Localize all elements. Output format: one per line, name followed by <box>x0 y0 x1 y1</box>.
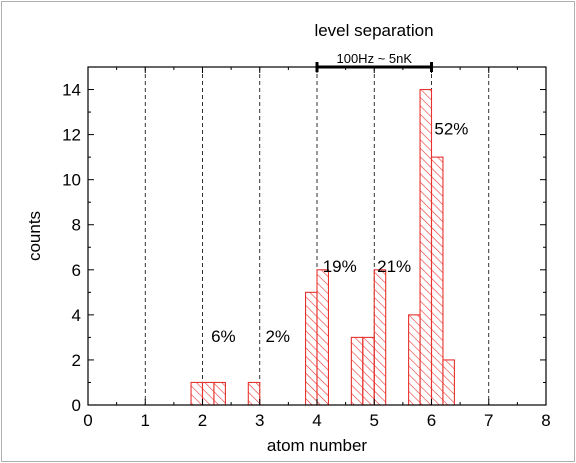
y-tick-label: 12 <box>62 126 81 145</box>
percent-label: 21% <box>377 257 411 276</box>
percent-label: 6% <box>211 327 236 346</box>
bar-7 <box>362 336 375 406</box>
x-tick-label: 1 <box>141 411 150 430</box>
x-tick-label: 6 <box>427 411 436 430</box>
bar-2 <box>213 381 226 406</box>
bar-3 <box>247 381 261 406</box>
percent-label: 2% <box>265 327 290 346</box>
y-tick-label: 10 <box>62 171 81 190</box>
bar-0 <box>190 381 204 406</box>
bar-6 <box>350 336 364 406</box>
y-tick-label: 14 <box>62 81 81 100</box>
bar-9 <box>408 314 421 406</box>
y-axis-label: counts <box>25 211 44 261</box>
x-tick-label: 7 <box>484 411 493 430</box>
level-separation-annotation: level separation 100Hz ~ 5nK <box>314 21 434 72</box>
x-tick-label: 4 <box>312 411 321 430</box>
y-tick-label: 8 <box>72 216 81 235</box>
level-separation-label: 100Hz ~ 5nK <box>336 51 412 66</box>
level-separation-title: level separation <box>314 21 433 40</box>
x-tick-label: 0 <box>83 411 92 430</box>
x-axis-label: atom number <box>267 436 367 455</box>
bar-1 <box>201 381 215 406</box>
x-tick-label: 8 <box>541 411 550 430</box>
y-tick-label: 6 <box>72 261 81 280</box>
y-tick-label: 0 <box>72 396 81 415</box>
bar-8 <box>373 269 387 406</box>
bar-5 <box>316 269 329 406</box>
annotations-layer: 6% 2% 19% 21% 52% <box>211 120 468 346</box>
x-tick-label: 3 <box>255 411 264 430</box>
bar-10 <box>419 88 433 406</box>
percent-label: 52% <box>434 120 468 139</box>
x-tick-label: 2 <box>198 411 207 430</box>
bar-4 <box>304 291 318 406</box>
y-tick-label: 4 <box>72 306 81 325</box>
y-tick-label: 2 <box>72 351 81 370</box>
bar-12 <box>442 359 455 406</box>
x-tick-label: 5 <box>370 411 379 430</box>
percent-label: 19% <box>323 257 357 276</box>
bar-11 <box>430 156 444 406</box>
